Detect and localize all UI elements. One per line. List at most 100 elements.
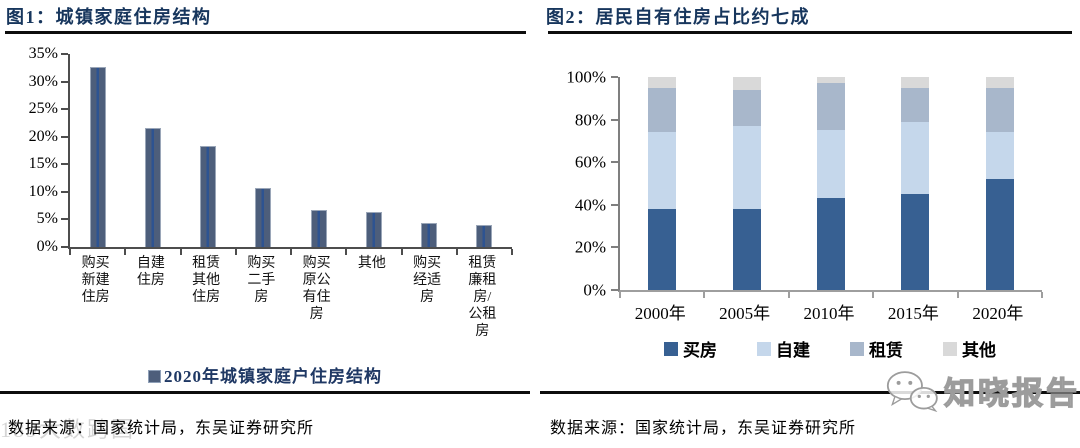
legend-swatch [757,341,771,356]
bar [310,210,327,247]
bar [476,224,493,247]
figure1-bars [70,54,512,247]
y-tick-mark [61,135,68,138]
bar [89,67,106,247]
bar-segment-租赁 [985,87,1014,133]
legend-label: 自建 [776,341,810,360]
bar-segment-其他 [901,77,930,88]
x-tick-label: 2000年 [634,304,686,323]
x-tick-mark [179,249,182,255]
stacked-bar-slot [789,77,873,290]
figure2-legend: 买房 自建 租赁 其他 [610,336,1050,361]
legend-swatch [850,341,864,356]
x-tick-mark [511,249,513,255]
bar-segment-自建 [985,132,1014,180]
bar-segment-其他 [817,77,846,84]
stacked-bar [732,77,761,290]
figure1-title-rule [5,31,526,34]
bar-segment-租赁 [901,87,930,122]
y-tick-label: 30% [28,72,58,90]
bar-segment-买房 [732,209,761,290]
stacked-bar [901,77,930,290]
y-tick-label: 20% [28,127,58,145]
x-tick-mark [290,249,292,255]
bar [144,127,161,247]
category-label-text: 购买新建住房 [81,256,110,305]
stacked-bar [817,77,846,290]
y-tick-mark [61,163,68,166]
category-label-text: 租赁其他住房 [192,256,221,305]
category-label: 购买原公有住房 [289,255,344,340]
y-tick-label: 60% [574,152,606,172]
legend-item: 租赁 [850,336,903,361]
y-tick-mark [611,161,618,164]
x-tick-label: 2010年 [803,304,855,323]
figure2-title-rule [548,31,1072,34]
stacked-bar-slot [620,77,704,290]
category-label-text: 购买二手房 [247,256,276,305]
y-tick-label: 40% [574,195,606,215]
x-tick-mark [872,292,875,298]
y-tick-label: 35% [28,45,58,62]
x-tick-mark [455,249,458,255]
x-tick-mark [345,249,348,255]
y-tick-mark [611,246,618,249]
bar-slot [125,54,180,247]
bar-slot [70,54,125,247]
y-tick-mark [611,203,618,206]
bar-segment-自建 [901,121,930,195]
figure1-legend-label: 2020年城镇家庭户住房结构 [164,367,382,386]
figure1-y-axis-labels: 0% 5% 10% 15% 20% 25% 30% 35% [0,46,58,255]
category-label-text: 租赁廉租房/公租房 [468,256,497,339]
figure2-bottom-rule [540,391,1080,394]
y-tick-label: 80% [574,110,606,130]
category-label: 购买二手房 [234,255,289,340]
x-tick-mark [69,249,71,255]
legend-label: 买房 [683,341,717,360]
figure1-legend-swatch [148,370,161,383]
legend-item: 买房 [664,336,717,361]
bar-segment-买房 [648,209,677,290]
figure1-panel: 图1：城镇家庭住房结构 0% 5% 10% 15% 20% 25% 30% 35% 购买新建住… [0,0,530,448]
y-tick-label: 25% [28,100,58,118]
legend-label: 租赁 [869,341,903,360]
x-tick-mark [400,249,403,255]
x-tick-mark [1041,292,1043,298]
bar-slot [402,54,457,247]
bar-slot [457,54,512,247]
category-label-text: 自建住房 [136,256,165,288]
bar-segment-租赁 [817,83,846,131]
category-label-text: 其他 [357,256,386,271]
bar-segment-自建 [648,132,677,210]
category-label: 租赁其他住房 [179,255,234,340]
figure2-plot-area [611,76,1043,298]
bar [365,211,382,247]
y-tick-mark [611,118,618,121]
x-tick-label: 2020年 [972,304,1024,323]
category-label-text: 购买原公有住房 [302,256,331,322]
bar-segment-其他 [732,77,761,90]
stacked-bar-slot [704,77,788,290]
y-tick-mark [61,108,68,111]
legend-swatch [943,341,957,356]
legend-label: 其他 [962,341,996,360]
x-tick-label: 2005年 [719,304,771,323]
figure2-title: 图2：居民自有住房占比约七成 [546,7,810,27]
y-tick-mark [61,80,68,83]
bar-segment-买房 [985,179,1014,290]
y-tick-mark [611,76,618,78]
category-label: 购买新建住房 [68,255,123,340]
bar [200,146,217,247]
category-label: 购买经适房 [400,255,455,340]
y-tick-mark [611,289,618,291]
bar [255,188,272,247]
figure1-legend: 2020年城镇家庭户住房结构 [0,362,530,387]
bar-slot [236,54,291,247]
category-label: 其他 [344,255,399,340]
figure2-source: 数据来源：国家统计局，东吴证券研究所 [550,420,857,437]
category-label-text: 购买经适房 [413,256,442,305]
figure2-bars [620,77,1042,290]
bar-segment-自建 [817,130,846,199]
y-tick-label: 15% [28,155,58,173]
bar-slot [291,54,346,247]
